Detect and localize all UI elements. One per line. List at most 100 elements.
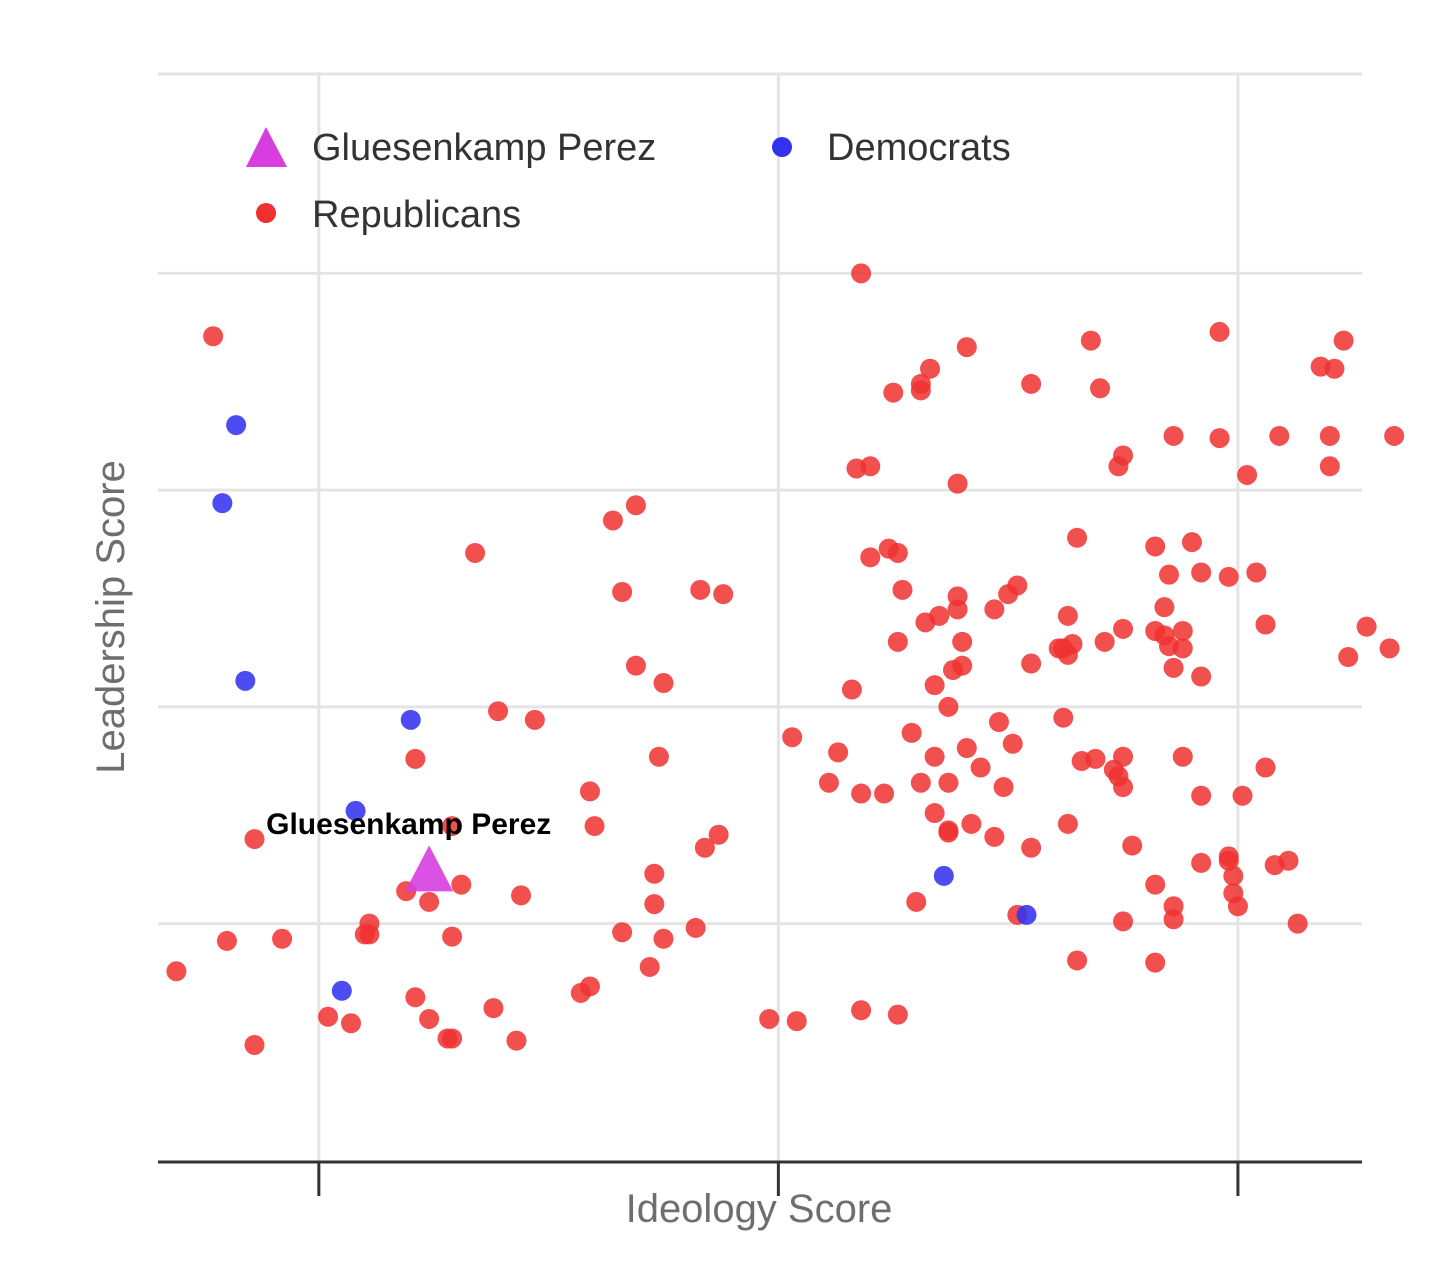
republican-point bbox=[354, 924, 375, 945]
republican-point bbox=[952, 655, 973, 676]
x-axis-title: Ideology Score bbox=[626, 1187, 893, 1231]
x-axis bbox=[158, 1160, 1362, 1196]
republican-point bbox=[874, 783, 895, 804]
republican-point bbox=[1113, 445, 1134, 466]
republican-point bbox=[929, 605, 950, 626]
republican-point bbox=[828, 742, 849, 763]
republican-point bbox=[1223, 865, 1244, 886]
democrat-point bbox=[235, 670, 256, 691]
republican-point bbox=[602, 510, 623, 531]
republican-point bbox=[947, 473, 968, 494]
republican-point bbox=[1163, 657, 1184, 678]
republican-point bbox=[860, 456, 881, 477]
democrat-point bbox=[1016, 904, 1037, 925]
republican-point bbox=[1158, 564, 1179, 585]
republican-point bbox=[892, 579, 913, 600]
republican-point bbox=[625, 495, 646, 516]
republican-point bbox=[1108, 766, 1129, 787]
republican-point bbox=[570, 982, 591, 1003]
republican-point bbox=[442, 816, 463, 837]
republican-point bbox=[1057, 813, 1078, 834]
republican-point bbox=[970, 757, 991, 778]
republican-point bbox=[1218, 850, 1239, 871]
republican-point bbox=[166, 961, 187, 982]
republican-point bbox=[883, 382, 904, 403]
republican-point bbox=[1356, 616, 1377, 637]
republican-point bbox=[685, 917, 706, 938]
republican-point bbox=[653, 928, 674, 949]
republican-point bbox=[488, 701, 509, 722]
republican-point bbox=[1379, 638, 1400, 659]
democrat-point bbox=[345, 800, 366, 821]
republican-point bbox=[1333, 330, 1354, 351]
republican-point bbox=[1209, 428, 1230, 449]
republican-point bbox=[1227, 896, 1248, 917]
republican-point bbox=[1154, 597, 1175, 618]
republican-point bbox=[584, 816, 605, 837]
republican-point bbox=[924, 675, 945, 696]
republican-point bbox=[612, 922, 633, 943]
republican-point bbox=[1085, 748, 1106, 769]
point-annotation: Gluesenkamp Perez bbox=[266, 808, 551, 841]
republican-point bbox=[405, 987, 426, 1008]
republican-point bbox=[1191, 666, 1212, 687]
republican-point bbox=[644, 894, 665, 915]
republican-point bbox=[483, 998, 504, 1019]
republican-point bbox=[1021, 837, 1042, 858]
republican-point bbox=[506, 1030, 527, 1051]
republican-point bbox=[579, 781, 600, 802]
republican-point bbox=[1191, 785, 1212, 806]
republican-point bbox=[1172, 621, 1193, 642]
republican-point bbox=[961, 813, 982, 834]
republican-point bbox=[1172, 746, 1193, 767]
republican-point bbox=[938, 820, 959, 841]
republican-point bbox=[341, 1013, 362, 1034]
republican-point bbox=[272, 928, 293, 949]
republican-point bbox=[1191, 562, 1212, 583]
republican-point bbox=[901, 722, 922, 743]
republican-point bbox=[1057, 605, 1078, 626]
republican-point bbox=[1113, 618, 1134, 639]
republican-point bbox=[1172, 638, 1193, 659]
republican-point bbox=[1319, 425, 1340, 446]
republican-point bbox=[1255, 614, 1276, 635]
republican-point bbox=[947, 599, 968, 620]
republican-point bbox=[1269, 425, 1290, 446]
republican-point bbox=[1067, 527, 1088, 548]
republican-point bbox=[1163, 425, 1184, 446]
republican-point bbox=[318, 1006, 339, 1027]
republican-point bbox=[988, 712, 1009, 733]
republican-point bbox=[984, 599, 1005, 620]
republican-point bbox=[1053, 707, 1074, 728]
republican-point bbox=[648, 746, 669, 767]
republican-point bbox=[851, 783, 872, 804]
legend-democrats-label: Democrats bbox=[827, 127, 1011, 169]
republican-point bbox=[244, 829, 265, 850]
legend-highlight-label: Gluesenkamp Perez bbox=[312, 127, 656, 169]
republican-point bbox=[1255, 757, 1276, 778]
republican-point bbox=[1145, 536, 1166, 557]
republican-point bbox=[860, 547, 881, 568]
legend-republicans-label: Republicans bbox=[312, 194, 521, 236]
republican-point bbox=[511, 885, 532, 906]
republican-point bbox=[1145, 952, 1166, 973]
republican-point bbox=[759, 1008, 780, 1029]
republican-point bbox=[694, 837, 715, 858]
republican-point bbox=[1218, 566, 1239, 587]
republican-point bbox=[1246, 562, 1267, 583]
republican-point bbox=[818, 772, 839, 793]
republican-point bbox=[984, 826, 1005, 847]
gridlines bbox=[158, 72, 1362, 1162]
republican-point bbox=[644, 863, 665, 884]
data-points bbox=[166, 263, 1405, 1055]
republican-point bbox=[1191, 852, 1212, 873]
republican-point bbox=[956, 738, 977, 759]
republican-point bbox=[924, 746, 945, 767]
republican-point bbox=[653, 673, 674, 694]
republican-point bbox=[851, 263, 872, 284]
republican-point bbox=[1237, 464, 1258, 485]
republican-point bbox=[244, 1034, 265, 1055]
republican-point bbox=[1287, 913, 1308, 934]
republican-point bbox=[690, 579, 711, 600]
